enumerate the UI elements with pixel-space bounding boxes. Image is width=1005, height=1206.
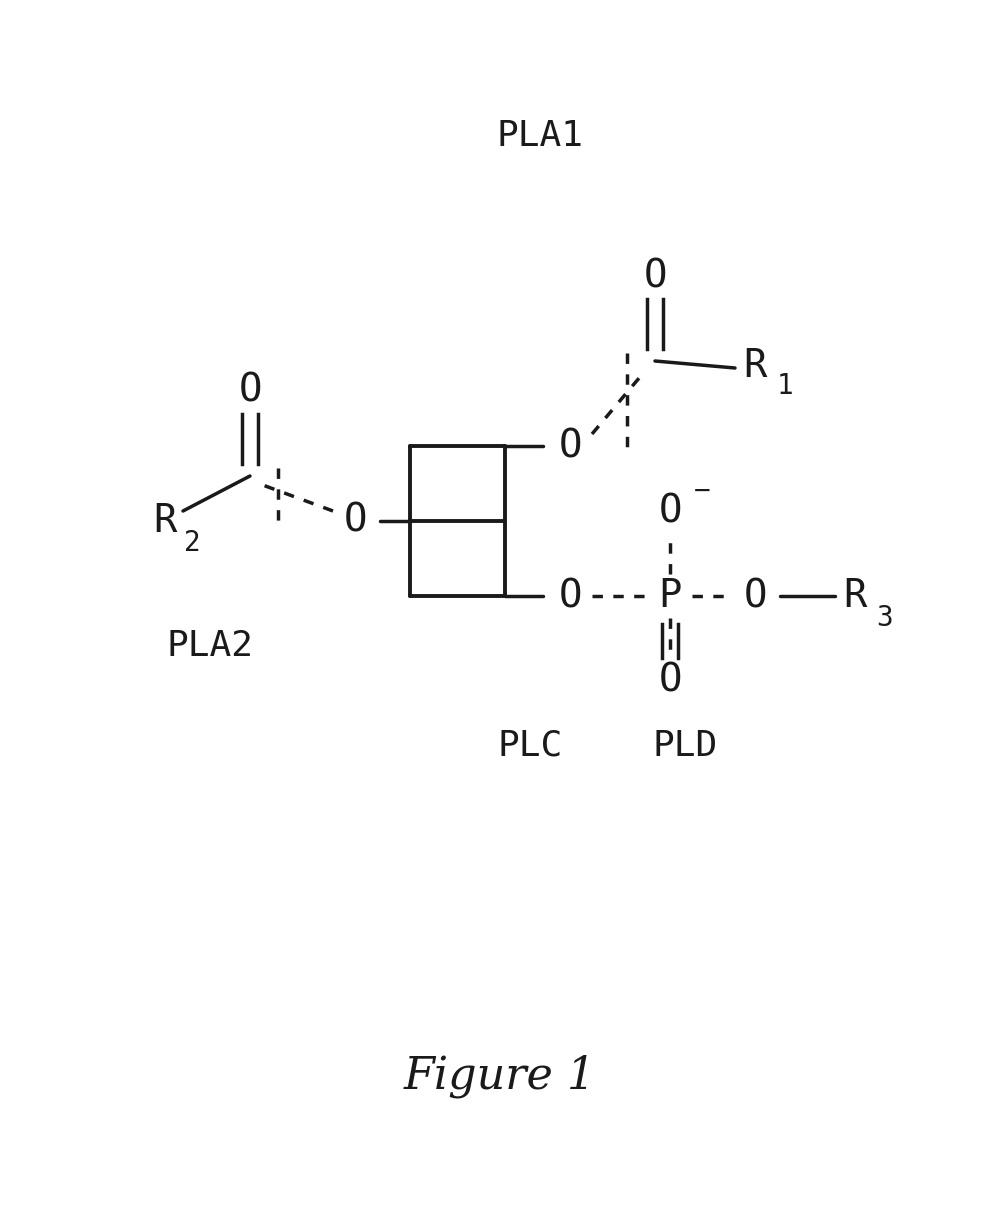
Text: O: O [559, 427, 582, 466]
Text: 2: 2 [184, 529, 200, 557]
Text: 3: 3 [876, 604, 893, 632]
Text: O: O [559, 576, 582, 615]
Text: O: O [658, 662, 681, 699]
Text: Figure 1: Figure 1 [404, 1054, 596, 1097]
Text: PLD: PLD [652, 728, 718, 763]
Text: R: R [154, 502, 177, 540]
Text: O: O [643, 257, 666, 295]
Text: PLA2: PLA2 [167, 630, 253, 663]
Text: 1: 1 [777, 371, 793, 400]
Text: O: O [238, 371, 261, 410]
Text: R: R [744, 347, 767, 385]
Text: O: O [344, 502, 367, 540]
Text: O: O [658, 492, 681, 529]
Text: R: R [843, 576, 866, 615]
Text: −: − [693, 478, 711, 505]
Text: O: O [744, 576, 767, 615]
Text: P: P [658, 576, 681, 615]
Text: PLA1: PLA1 [496, 119, 584, 153]
Text: PLC: PLC [497, 728, 563, 763]
